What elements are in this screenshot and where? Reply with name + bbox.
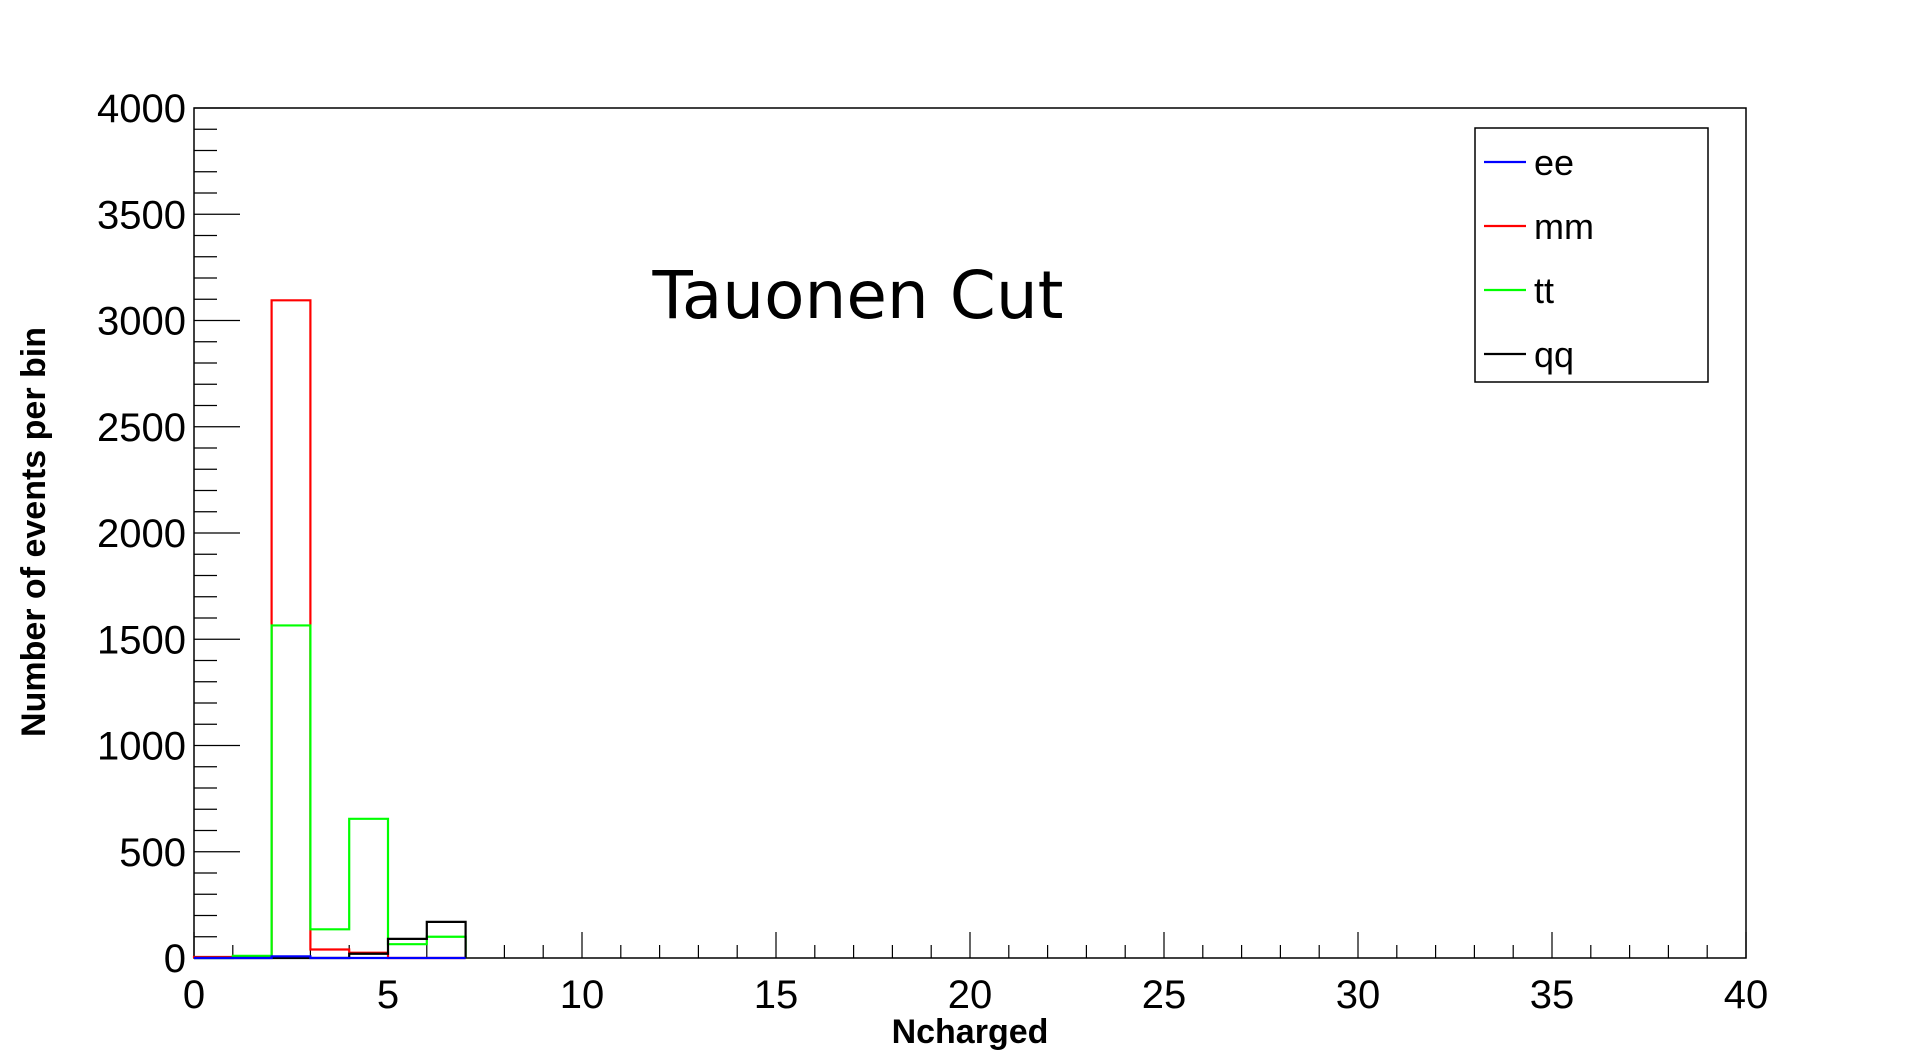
legend-label-qq: qq xyxy=(1534,334,1574,375)
x-tick-label: 0 xyxy=(183,973,205,1017)
y-axis-ticks: 0 500 1000 1500 2000 2500 3000 3500 4000 xyxy=(97,87,240,981)
legend-label-mm: mm xyxy=(1534,206,1594,247)
x-tick-label: 20 xyxy=(948,973,993,1017)
y-tick-label: 2500 xyxy=(97,406,186,450)
legend-box xyxy=(1474,127,1709,383)
x-tick-label: 35 xyxy=(1530,973,1575,1017)
y-tick-label: 4000 xyxy=(97,87,186,131)
series-tt-line xyxy=(194,624,467,960)
y-tick-label: 1500 xyxy=(97,618,186,662)
x-tick-label: 30 xyxy=(1336,973,1381,1017)
legend-label-ee: ee xyxy=(1534,142,1574,183)
x-axis-ticks: 0 5 10 15 20 25 30 35 40 xyxy=(183,932,1768,1017)
x-tick-label: 10 xyxy=(560,973,605,1017)
y-tick-label: 3500 xyxy=(97,193,186,237)
y-tick-label: 2000 xyxy=(97,512,186,556)
y-tick-label: 0 xyxy=(164,937,186,981)
y-tick-label: 500 xyxy=(119,831,186,875)
y-tick-label: 1000 xyxy=(97,725,186,769)
series-qq-line xyxy=(194,920,467,960)
legend-label-tt: tt xyxy=(1534,270,1554,311)
y-axis-title: Number of events per bin xyxy=(15,327,53,737)
legend-entries: ee mm tt qq xyxy=(1484,142,1594,375)
x-tick-label: 25 xyxy=(1142,973,1187,1017)
x-tick-label: 5 xyxy=(377,973,399,1017)
series-ee-line xyxy=(194,955,466,960)
y-tick-label: 3000 xyxy=(97,300,186,344)
x-tick-label: 15 xyxy=(754,973,799,1017)
chart-title: Tauonen Cut xyxy=(651,257,1063,334)
series-mm-line xyxy=(192,299,466,960)
legend: ee mm tt qq xyxy=(1474,127,1709,383)
x-axis-title: Ncharged xyxy=(892,1013,1049,1051)
histogram-series xyxy=(192,299,467,960)
x-tick-label: 40 xyxy=(1724,973,1769,1017)
